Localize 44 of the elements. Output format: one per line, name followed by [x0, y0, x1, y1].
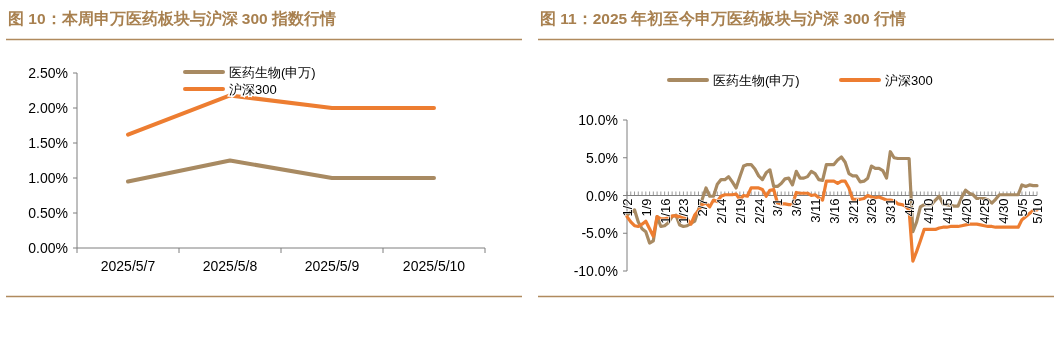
y-tick-label: 1.00%	[28, 170, 68, 186]
x-tick-label: 2/7	[695, 198, 711, 217]
y-tick-label: 5.0%	[586, 149, 618, 166]
x-tick-label: 2025/5/9	[304, 258, 360, 274]
x-tick-label: 2025/5/8	[202, 258, 258, 274]
y-tick-label: 0.00%	[28, 240, 68, 256]
x-tick-label: 3/16	[826, 198, 842, 224]
x-tick-label: 4/5	[902, 198, 918, 217]
x-tick-label: 3/11	[808, 198, 824, 223]
x-tick-label: 3/31	[883, 198, 899, 224]
chart-title: 图 10：本周申万医药板块与沪深 300 指数行情	[8, 9, 337, 27]
legend-label: 医药生物(申万)	[229, 65, 316, 80]
x-tick-label: 5/10	[1030, 198, 1045, 224]
x-tick-label: 1/16	[657, 198, 673, 224]
x-tick-label: 4/20	[958, 198, 974, 224]
y-tick-label: 2.50%	[28, 65, 68, 81]
y-tick-label: -10.0%	[573, 263, 618, 279]
legend-label: 医药生物(申万)	[713, 73, 800, 88]
x-tick-label: 1/9	[638, 198, 654, 217]
legend-label: 沪深300	[885, 73, 933, 88]
legend-label: 沪深300	[229, 82, 277, 97]
y-tick-label: 0.50%	[28, 205, 68, 221]
chart-title: 图 11：2025 年初至今申万医药板块与沪深 300 行情	[540, 9, 906, 27]
x-tick-label: 3/21	[845, 198, 861, 224]
y-tick-label: 10.0%	[578, 112, 618, 128]
x-tick-label: 2/19	[732, 198, 748, 224]
x-tick-label: 4/25	[977, 198, 993, 224]
x-tick-label: 2025/5/7	[100, 258, 156, 274]
x-tick-label: 3/6	[789, 198, 805, 217]
x-tick-label: 4/10	[920, 198, 936, 224]
y-tick-label: 2.00%	[28, 100, 68, 116]
x-tick-label: 1/23	[676, 198, 692, 224]
x-tick-label: 2/14	[714, 198, 730, 224]
x-tick-label: 5/5	[1014, 198, 1030, 217]
x-tick-label: 4/15	[939, 198, 955, 224]
x-tick-label: 2025/5/10	[402, 258, 466, 274]
x-tick-label: 3/1	[770, 198, 786, 217]
x-tick-label: 4/30	[996, 198, 1012, 224]
x-tick-label: 1/2	[620, 198, 635, 217]
y-tick-label: 0.0%	[586, 187, 618, 204]
x-tick-label: 3/26	[864, 198, 880, 224]
x-tick-label: 2/24	[751, 198, 767, 224]
y-tick-label: 1.50%	[28, 135, 68, 151]
y-tick-label: -5.0%	[581, 225, 618, 242]
